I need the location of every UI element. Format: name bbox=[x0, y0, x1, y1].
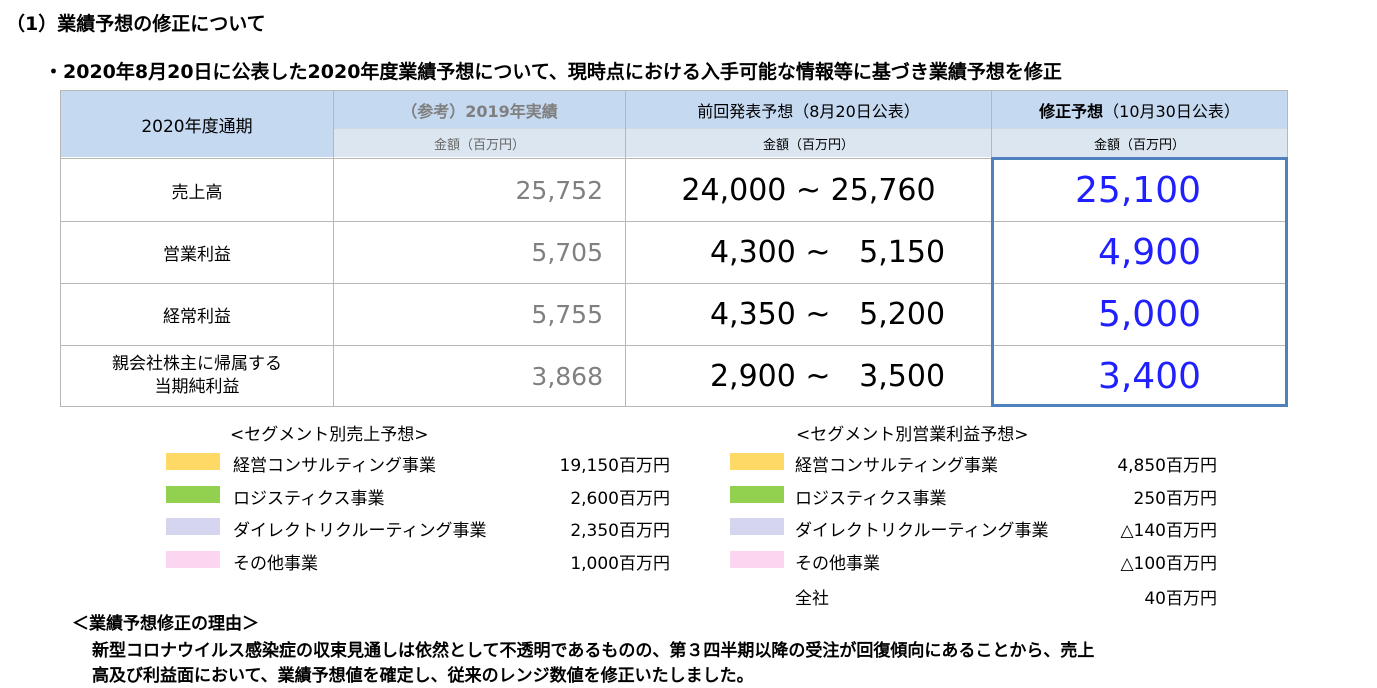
legend-swatch-direct-recruiting bbox=[166, 518, 220, 535]
table-corner-label: 2020年度通期 bbox=[61, 91, 333, 157]
range-sales: 24,000 ~ 25,760 bbox=[626, 159, 991, 221]
segment-name: ロジスティクス事業 bbox=[233, 489, 385, 509]
prev-actual-ordinary-profit: 5,755 bbox=[531, 300, 603, 329]
table-border-top bbox=[61, 90, 1288, 91]
range-low: 4,300 bbox=[709, 235, 796, 270]
segment-name: 経営コンサルティング事業 bbox=[795, 456, 998, 476]
range-ordinary-profit: 4,350 ~ 5,200 bbox=[626, 284, 991, 345]
segment-value: 1,000百万円 bbox=[570, 554, 670, 574]
row-label-line1: 親会社株主に帰属する bbox=[112, 354, 282, 374]
revised-sales: 25,100 bbox=[1075, 169, 1201, 211]
header-divider bbox=[334, 128, 1288, 129]
range-high: 5,150 bbox=[859, 235, 946, 270]
range-sep: ~ bbox=[805, 235, 831, 270]
segment-value: 19,150百万円 bbox=[559, 456, 670, 476]
segment-value: 2,600百万円 bbox=[570, 489, 670, 509]
revised-net-income: 3,400 bbox=[1097, 355, 1201, 397]
row-label-line2: 当期純利益 bbox=[154, 377, 240, 397]
legend-swatch-logistics bbox=[730, 486, 784, 503]
column-divider bbox=[625, 90, 626, 407]
range-sep: ~ bbox=[805, 297, 831, 332]
column-unit-previous-forecast: 金額（百万円） bbox=[626, 129, 991, 157]
segment-name: その他事業 bbox=[233, 554, 318, 574]
reason-line-1: 新型コロナウイルス感染症の収束見通しは依然として不透明であるものの、第３四半期以… bbox=[92, 641, 1095, 661]
legend-swatch-direct-recruiting bbox=[730, 518, 784, 535]
segment-name: ダイレクトリクルーティング事業 bbox=[233, 521, 487, 541]
row-divider bbox=[61, 221, 1288, 222]
segment-value: 250百万円 bbox=[1133, 489, 1217, 509]
row-divider bbox=[61, 283, 1288, 284]
segment-value: 4,850百万円 bbox=[1117, 456, 1217, 476]
range-low: 2,900 bbox=[709, 358, 796, 394]
column-header-previous-forecast: 前回発表予想（8月20日公表） bbox=[626, 91, 991, 128]
column-divider bbox=[333, 90, 334, 407]
reason-line-2: 高及び利益面において、業績予想値を確定し、従来のレンジ数値を修正いたしました。 bbox=[92, 666, 754, 686]
table-border-bottom bbox=[61, 406, 1288, 407]
segment-name: ダイレクトリクルーティング事業 bbox=[795, 521, 1049, 541]
range-high: 25,760 bbox=[830, 172, 936, 208]
legend-swatch-logistics bbox=[166, 486, 220, 503]
revised-ordinary-profit: 5,000 bbox=[1097, 294, 1201, 335]
range-high: 3,500 bbox=[859, 358, 946, 394]
prev-actual-net-income: 3,868 bbox=[531, 361, 603, 391]
segment-sales-title: <セグメント別売上予想> bbox=[230, 425, 429, 445]
legend-swatch-other bbox=[730, 551, 784, 568]
column-header-revised-forecast: 修正予想 （10月30日公表） bbox=[992, 91, 1287, 128]
range-high: 5,200 bbox=[859, 297, 946, 332]
legend-swatch-consulting bbox=[166, 453, 220, 470]
column-unit-revised-forecast: 金額（百万円） bbox=[992, 129, 1287, 157]
segment-value: 2,350百万円 bbox=[570, 521, 670, 541]
segment-profit-title: <セグメント別営業利益予想> bbox=[796, 425, 1029, 445]
section-subtitle: ・2020年8月20日に公表した2020年度業績予想について、現時点における入手… bbox=[44, 61, 1062, 83]
section-title: （1）業績予想の修正について bbox=[6, 13, 266, 35]
range-low: 4,350 bbox=[709, 297, 796, 332]
segment-value: △100百万円 bbox=[1120, 554, 1217, 574]
row-divider bbox=[61, 345, 1288, 346]
range-low: 24,000 bbox=[681, 172, 787, 208]
total-value: 40百万円 bbox=[1144, 589, 1217, 609]
range-operating-profit: 4,300 ~ 5,150 bbox=[626, 222, 991, 283]
legend-swatch-consulting bbox=[730, 453, 784, 470]
prev-actual-operating-profit: 5,705 bbox=[531, 238, 603, 267]
row-label-net-income: 親会社株主に帰属する 当期純利益 bbox=[61, 346, 333, 406]
column-unit-prev-actual: 金額（百万円） bbox=[334, 129, 625, 157]
total-label: 全社 bbox=[795, 589, 829, 609]
reason-title: ＜業績予想修正の理由＞ bbox=[72, 614, 259, 634]
row-label-operating-profit: 営業利益 bbox=[163, 245, 231, 265]
row-divider bbox=[61, 158, 1288, 159]
row-label-ordinary-profit: 経常利益 bbox=[163, 307, 231, 327]
table-border-left bbox=[60, 90, 61, 407]
revised-highlight-frame bbox=[991, 157, 1288, 407]
range-net-income: 2,900 ~ 3,500 bbox=[626, 346, 991, 406]
revised-header-bold: 修正予想 bbox=[1039, 101, 1104, 121]
prev-actual-sales: 25,752 bbox=[515, 175, 603, 205]
segment-name: ロジスティクス事業 bbox=[795, 489, 947, 509]
range-sep: ~ bbox=[805, 358, 831, 394]
segment-name: その他事業 bbox=[795, 554, 880, 574]
segment-name: 経営コンサルティング事業 bbox=[233, 456, 436, 476]
legend-swatch-other bbox=[166, 551, 220, 568]
revised-operating-profit: 4,900 bbox=[1097, 232, 1201, 273]
revised-header-rest: （10月30日公表） bbox=[1103, 101, 1240, 121]
segment-value: △140百万円 bbox=[1120, 521, 1217, 541]
row-label-sales: 売上高 bbox=[171, 182, 223, 203]
range-sep: ~ bbox=[795, 172, 822, 208]
column-header-prev-actual: （参考）2019年実績 bbox=[334, 91, 625, 128]
